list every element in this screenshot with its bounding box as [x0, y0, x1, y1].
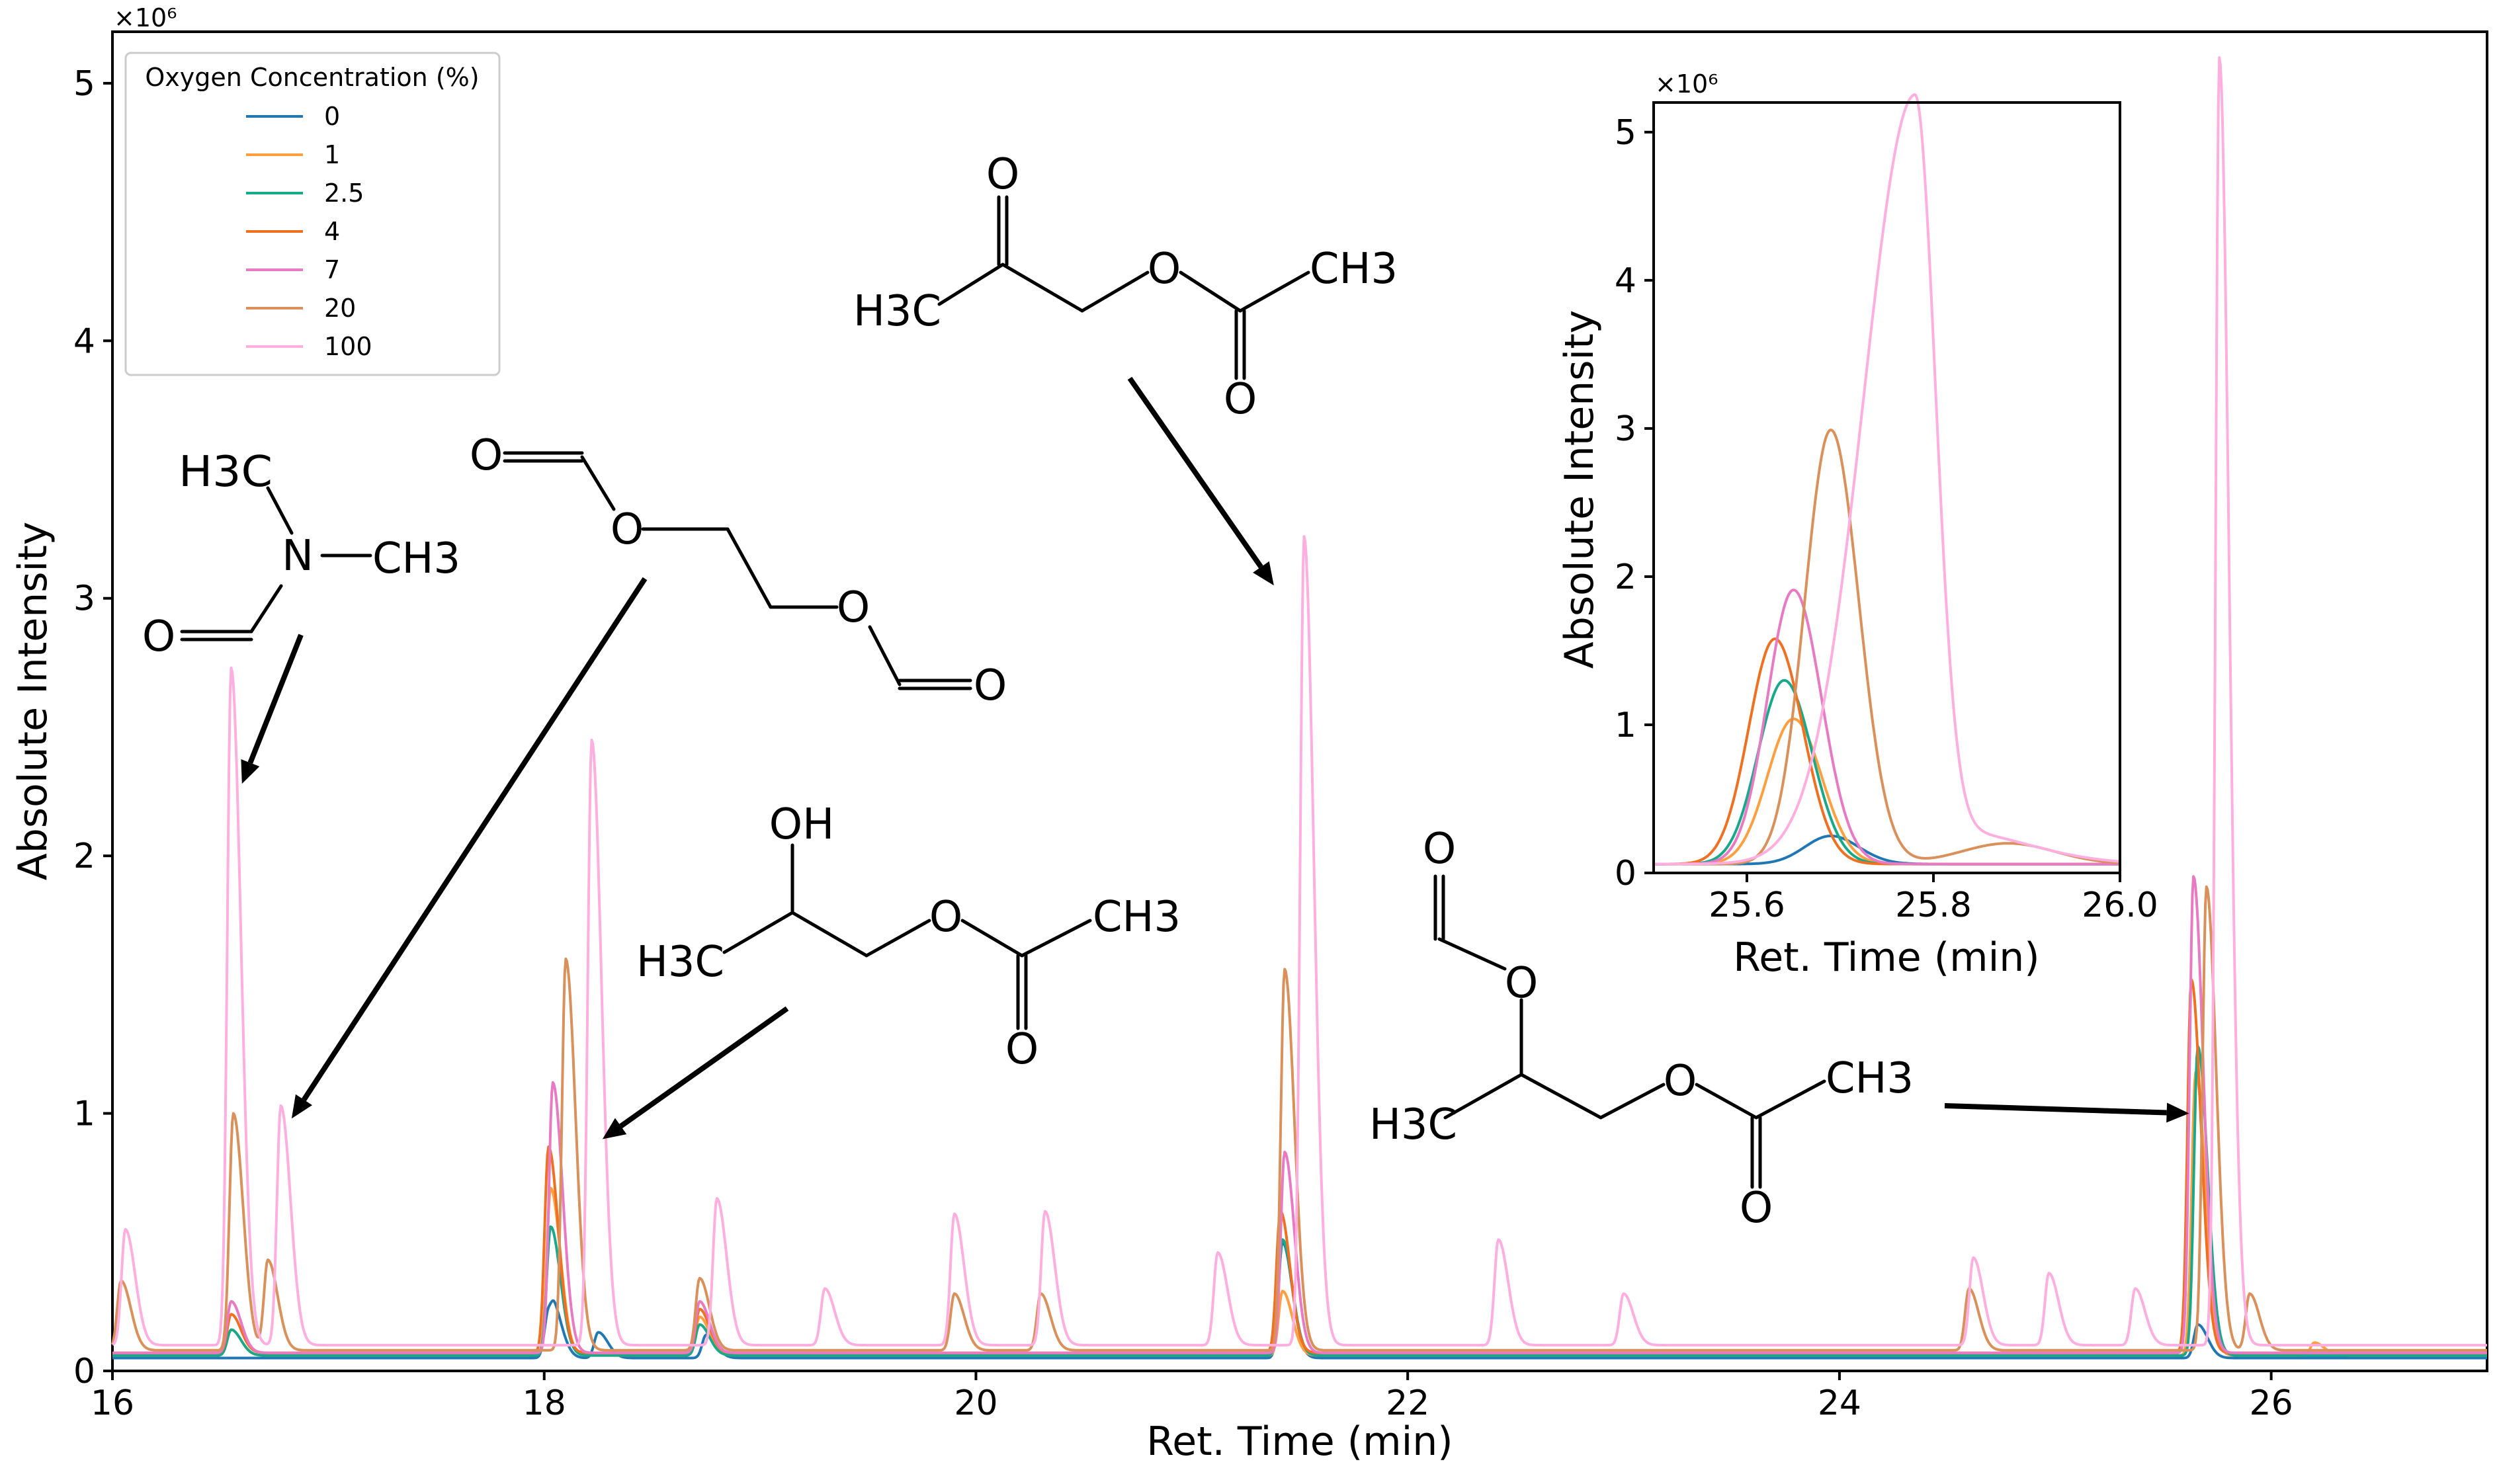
inset-plot: 25.6 25.8 26.0 0 1 2 3 4 5 ×10⁶ Ret. Time (min)… [1556, 69, 2158, 981]
arrow-head [602, 1118, 627, 1139]
mol3-atom-oh: OH [769, 800, 835, 849]
inset-plot-frame [1652, 101, 2121, 874]
inset-y-ticks: 0 1 2 3 4 5 [1615, 113, 1654, 893]
mol3-atom-o1: O [929, 893, 962, 942]
mol2-atom-o1: O [470, 431, 503, 480]
x-tick-label: 22 [1386, 1383, 1429, 1423]
legend-label: 1 [324, 140, 340, 169]
arrow-head [291, 1094, 313, 1119]
main-y-axis-label: Absolute Intensity [10, 522, 56, 880]
mol1-atom-n: N [282, 532, 314, 581]
legend-label: 7 [324, 255, 340, 284]
inset-y-tick-label: 3 [1615, 409, 1636, 449]
legend-label: 0 [324, 102, 340, 131]
mol3-atom-o2: O [1005, 1025, 1038, 1074]
mol2-atom-o2: O [611, 505, 644, 554]
mol1-atom-ch3: CH3 [372, 534, 460, 583]
legend-label: 4 [324, 217, 340, 246]
x-tick-label: 24 [1818, 1383, 1861, 1423]
main-plot-frame [111, 30, 2488, 1372]
mol3-atom-ch3: CH3 [1093, 893, 1181, 942]
y-tick-label: 3 [73, 579, 95, 619]
main-series-group [111, 56, 2488, 1360]
series-line-100 [111, 56, 2488, 1347]
legend-label: 20 [324, 294, 356, 323]
arrow-head [1253, 561, 1274, 586]
y-tick-label: 2 [73, 837, 95, 876]
inset-series-line-100 [1653, 93, 2121, 866]
inset-y-tick-label: 2 [1615, 557, 1636, 597]
series-line-20 [111, 885, 2488, 1352]
legend-title: Oxygen Concentration (%) [145, 63, 479, 92]
inset-x-tick-label: 26.0 [2082, 886, 2158, 925]
molecule-ethylene-glycol-diformate: O O O O [470, 431, 1007, 710]
legend: Oxygen Concentration (%) 0 1 2.5 4 7 20 100 [124, 52, 501, 376]
mol2-atom-o4: O [974, 661, 1007, 710]
main-y-multiplier: ×10⁶ [114, 3, 177, 32]
mol2-atom-o3: O [837, 583, 870, 632]
arrow-line [1944, 1103, 2167, 1116]
inset-plot-background [1654, 103, 2120, 873]
main-y-ticks: 0 1 2 3 4 5 [73, 64, 112, 1391]
inset-y-tick-label: 5 [1615, 113, 1636, 153]
series-line-7 [112, 875, 2488, 1354]
arrow-line [302, 577, 648, 1102]
y-tick-label: 1 [73, 1094, 95, 1134]
y-tick-label: 4 [73, 321, 95, 361]
inset-y-tick-label: 1 [1615, 706, 1636, 745]
mol3-atom-h3c: H3C [636, 938, 724, 987]
inset-x-ticks: 25.6 25.8 26.0 [1709, 873, 2158, 925]
arrow-line [247, 634, 304, 764]
x-tick-label: 20 [954, 1383, 997, 1423]
molecule-hydroxypropyl-acetate: OH H3C O CH3 O [636, 800, 1181, 1074]
inset-y-axis-label: Absolute Intensity [1556, 310, 1603, 669]
mol4-atom-o3: O [1224, 375, 1257, 424]
inset-series-line-7 [1653, 589, 2121, 866]
mol4-atom-o1: O [986, 150, 1019, 199]
mol5-atom-o3: O [1664, 1057, 1697, 1106]
mol1-atom-h3c: H3C [179, 448, 273, 497]
legend-entries: 0 1 2.5 4 7 20 100 [246, 102, 372, 361]
mol5-atom-o2: O [1505, 959, 1538, 1008]
arrow-head [2166, 1102, 2189, 1123]
mol5-atom-o1: O [1423, 825, 1456, 874]
molecule-dimethylformamide: H3C N CH3 O [142, 448, 460, 661]
inset-x-tick-label: 25.6 [1709, 886, 1785, 925]
inset-x-axis-label: Ret. Time (min) [1733, 934, 2039, 981]
molecule-formyloxypropyl-acetate: O O H3C O CH3 O [1369, 825, 1914, 1233]
arrow-line [619, 1006, 789, 1129]
arrow-line [1127, 376, 1263, 569]
inset-x-tick-label: 25.8 [1895, 886, 1972, 925]
x-tick-label: 26 [2250, 1383, 2293, 1423]
mol4-atom-h3c: H3C [853, 287, 941, 336]
inset-series-group [1653, 93, 2121, 866]
inset-y-tick-label: 0 [1615, 854, 1636, 893]
inset-y-tick-label: 4 [1615, 261, 1636, 301]
legend-label: 100 [324, 332, 372, 361]
y-tick-label: 0 [73, 1352, 95, 1391]
arrow-head [241, 759, 260, 784]
x-tick-label: 16 [91, 1383, 134, 1423]
mol4-atom-ch3: CH3 [1310, 245, 1398, 294]
mol5-atom-o4: O [1740, 1184, 1773, 1233]
mol5-atom-h3c: H3C [1369, 1100, 1457, 1149]
y-tick-label: 5 [73, 64, 95, 104]
mol4-atom-o2: O [1148, 245, 1181, 294]
legend-label: 2.5 [324, 179, 364, 208]
mol5-atom-ch3: CH3 [1826, 1054, 1914, 1103]
inset-y-multiplier: ×10⁶ [1655, 69, 1718, 99]
mol1-atom-o: O [142, 612, 175, 661]
molecule-annotations: H3C N CH3 O O O O O [142, 150, 1914, 1233]
main-x-axis-label: Ret. Time (min) [1146, 1419, 1453, 1465]
x-tick-label: 18 [523, 1383, 566, 1423]
main-x-ticks: 16 18 20 22 24 26 [91, 1371, 2293, 1423]
molecule-oxopropyl-acetate: O H3C O CH3 O [853, 150, 1398, 424]
annotation-arrows [241, 376, 2189, 1139]
legend-box [124, 52, 501, 376]
